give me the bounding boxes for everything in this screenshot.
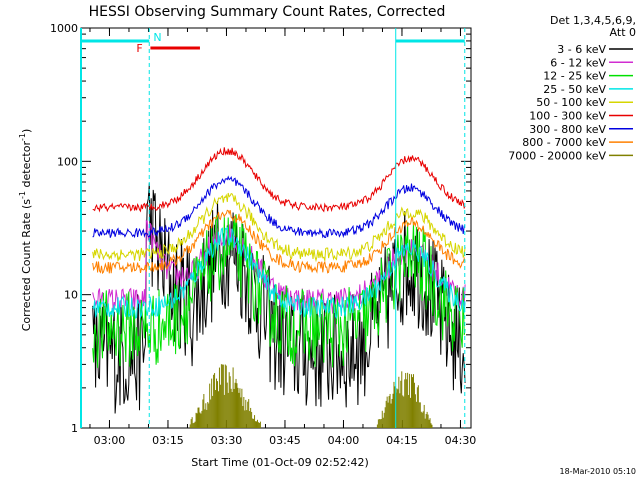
x-axis-ticks: 03:00 03:15 03:30 03:45 04:00 04:15 04:30	[89, 28, 477, 447]
series-line-4	[92, 192, 466, 263]
series-line-7	[92, 209, 466, 275]
x-tick-label: 03:00	[94, 434, 126, 447]
x-tick-label: 04:15	[386, 434, 418, 447]
legend-label-4: 50 - 100 keV	[536, 96, 606, 109]
night-flag-label: N	[153, 31, 161, 44]
legend-label-7: 800 - 7000 keV	[522, 136, 606, 149]
series-line-3	[92, 225, 466, 320]
flare-flag-label: F	[136, 42, 142, 55]
legend-label-0: 3 - 6 keV	[557, 43, 606, 56]
chart-title: HESSI Observing Summary Count Rates, Cor…	[89, 4, 446, 20]
series-line-2	[92, 214, 466, 368]
legend-label-3: 25 - 50 keV	[543, 83, 606, 96]
y-tick-label: 100	[57, 155, 78, 168]
y-tick-label: 1000	[50, 22, 78, 35]
legend-label-8: 7000 - 20000 keV	[508, 149, 606, 162]
y-tick-label: 10	[64, 289, 78, 302]
legend-label-2: 12 - 25 keV	[543, 70, 606, 83]
overlay-markers: FN	[80, 28, 466, 428]
timestamp: 18-Mar-2010 05:10	[560, 467, 637, 476]
series-layer	[92, 147, 466, 428]
series-line-0	[92, 183, 466, 414]
x-axis-label: Start Time (01-Oct-09 02:52:42)	[191, 456, 369, 469]
legend-header-line2: Att 0	[610, 26, 636, 39]
series-line-6	[92, 175, 466, 239]
legend-header-line1: Det 1,3,4,5,6,9,	[550, 14, 636, 27]
x-tick-label: 03:30	[211, 434, 243, 447]
y-axis-ticks: 1 10 100 1000	[50, 22, 471, 435]
series-line-5	[92, 147, 466, 213]
legend-label-6: 300 - 800 keV	[529, 123, 606, 136]
x-tick-label: 03:45	[269, 434, 301, 447]
legend-label-1: 6 - 12 keV	[550, 56, 606, 69]
x-tick-label: 04:00	[328, 434, 360, 447]
y-axis-label: Corrected Count Rate (s-1 detector-1)	[18, 129, 33, 332]
x-tick-label: 04:30	[445, 434, 477, 447]
x-tick-label: 03:15	[152, 434, 184, 447]
legend-label-5: 100 - 300 keV	[529, 110, 606, 123]
y-tick-label: 1	[71, 422, 78, 435]
